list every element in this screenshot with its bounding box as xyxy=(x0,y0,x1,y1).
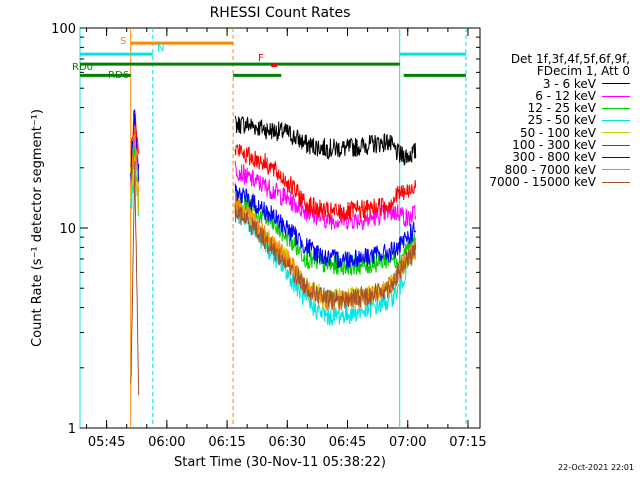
legend-item: 25 - 50 keV xyxy=(488,113,630,128)
flag-label-rd6: RD6 xyxy=(108,70,129,81)
flag-label-rd0: RD0 xyxy=(72,62,93,73)
series-line-6 xyxy=(234,183,417,269)
legend-swatch xyxy=(602,120,630,122)
legend-label: 50 - 100 keV xyxy=(519,125,596,140)
series-line-5 xyxy=(234,143,417,221)
axis-ticks: 05:45 06:00 06:15 06:30 06:45 07:00 07:15 1 10 10… xyxy=(51,22,487,450)
x-tick-label-5: 07:00 xyxy=(389,435,426,450)
series-line-7 xyxy=(130,125,140,195)
y-axis-label: Count Rate (s⁻¹ detector segment⁻¹) xyxy=(30,109,45,347)
legend-label: 12 - 25 keV xyxy=(527,101,596,116)
x-tick-label-2: 06:15 xyxy=(208,435,245,450)
legend-label: 300 - 800 keV xyxy=(512,150,596,165)
series-line-0 xyxy=(234,115,417,166)
legend-label: 3 - 6 keV xyxy=(542,76,596,91)
legend: Det 1f,3f,4f,5f,6f,9f, FDecim 1, Att 0 3… xyxy=(488,53,630,188)
series-line-8 xyxy=(234,203,417,310)
legend-label: 7000 - 15000 keV xyxy=(489,174,596,189)
x-tick-label-3: 06:30 xyxy=(269,435,306,450)
legend-label: 25 - 50 keV xyxy=(527,113,596,128)
x-tick-label-0: 05:45 xyxy=(88,435,125,450)
legend-swatch xyxy=(602,169,630,171)
vertical-markers xyxy=(79,28,467,428)
legend-swatch xyxy=(602,83,630,85)
chart-title: RHESSI Count Rates xyxy=(210,5,351,21)
series-line-8 xyxy=(130,161,140,396)
legend-item: 50 - 100 keV xyxy=(488,125,630,140)
x-tick-label-1: 06:00 xyxy=(148,435,185,450)
flag-bars: S N RD0 RD6 F xyxy=(72,36,466,81)
legend-item: 300 - 800 keV xyxy=(488,150,630,165)
legend-item: 3 - 6 keV xyxy=(488,76,630,91)
flag-label-f: F xyxy=(258,53,264,64)
flag-label-n: N xyxy=(157,43,164,54)
y-tick-label-1: 10 xyxy=(59,222,76,237)
timestamp: 22-Oct-2021 22:01 xyxy=(558,463,634,472)
x-axis-label: Start Time (30-Nov-11 05:38:22) xyxy=(174,455,386,470)
legend-item: 800 - 7000 keV xyxy=(488,162,630,177)
legend-item: 6 - 12 keV xyxy=(488,90,630,102)
legend-swatch xyxy=(602,181,630,183)
y-tick-label-0: 1 xyxy=(68,422,76,437)
legend-rows: 3 - 6 keV 6 - 12 keV 12 - 25 keV 25 - 50 ke… xyxy=(488,76,630,188)
series-line-3 xyxy=(234,203,417,326)
legend-header-line1: Det 1f,3f,4f,5f,6f,9f, xyxy=(510,52,630,66)
series-line-4 xyxy=(130,155,140,215)
legend-swatch xyxy=(602,107,630,109)
legend-item: 12 - 25 keV xyxy=(488,102,630,114)
legend-header-line2: FDecim 1, Att 0 xyxy=(536,64,630,79)
legend-item: 7000 - 15000 keV xyxy=(488,176,630,188)
legend-label: 100 - 300 keV xyxy=(512,138,596,153)
legend-swatch xyxy=(602,144,630,146)
legend-label: 800 - 7000 keV xyxy=(504,162,596,177)
legend-swatch xyxy=(602,157,630,159)
x-tick-label-4: 06:45 xyxy=(329,435,366,450)
legend-swatch xyxy=(602,95,630,97)
series-group xyxy=(130,109,417,396)
plot-frame xyxy=(79,27,481,429)
flag-label-s: S xyxy=(120,36,126,47)
legend-label: 6 - 12 keV xyxy=(535,88,596,103)
legend-item: 100 - 300 keV xyxy=(488,139,630,151)
x-tick-label-6: 07:15 xyxy=(449,435,486,450)
legend-swatch xyxy=(602,132,630,134)
y-tick-label-2: 100 xyxy=(51,22,76,37)
